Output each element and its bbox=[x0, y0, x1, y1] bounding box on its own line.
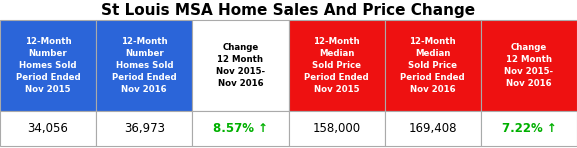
Text: 12-Month
Number
Homes Sold
Period Ended
Nov 2016: 12-Month Number Homes Sold Period Ended … bbox=[112, 37, 177, 94]
Bar bbox=[192, 20, 288, 111]
Bar bbox=[0, 20, 96, 111]
Bar bbox=[96, 111, 192, 146]
Text: 36,973: 36,973 bbox=[123, 122, 165, 135]
Bar bbox=[288, 20, 385, 111]
Text: 34,056: 34,056 bbox=[28, 122, 69, 135]
Bar bbox=[385, 111, 481, 146]
Text: 12-Month
Median
Sold Price
Period Ended
Nov 2016: 12-Month Median Sold Price Period Ended … bbox=[400, 37, 465, 94]
Text: 12-Month
Median
Sold Price
Period Ended
Nov 2015: 12-Month Median Sold Price Period Ended … bbox=[304, 37, 369, 94]
Bar bbox=[481, 20, 577, 111]
Text: 169,408: 169,408 bbox=[409, 122, 457, 135]
Text: 8.57% ↑: 8.57% ↑ bbox=[213, 122, 268, 135]
Text: Change
12 Month
Nov 2015-
Nov 2016: Change 12 Month Nov 2015- Nov 2016 bbox=[216, 43, 265, 88]
Text: 12-Month
Number
Homes Sold
Period Ended
Nov 2015: 12-Month Number Homes Sold Period Ended … bbox=[16, 37, 80, 94]
Text: Change
12 Month
Nov 2015-
Nov 2016: Change 12 Month Nov 2015- Nov 2016 bbox=[504, 43, 553, 88]
Bar bbox=[288, 111, 385, 146]
Bar bbox=[481, 111, 577, 146]
Bar bbox=[0, 111, 96, 146]
Bar bbox=[96, 20, 192, 111]
Text: 158,000: 158,000 bbox=[313, 122, 361, 135]
Bar bbox=[385, 20, 481, 111]
Bar bbox=[192, 111, 288, 146]
Text: St Louis MSA Home Sales And Price Change: St Louis MSA Home Sales And Price Change bbox=[102, 3, 475, 17]
Text: 7.22% ↑: 7.22% ↑ bbox=[501, 122, 556, 135]
